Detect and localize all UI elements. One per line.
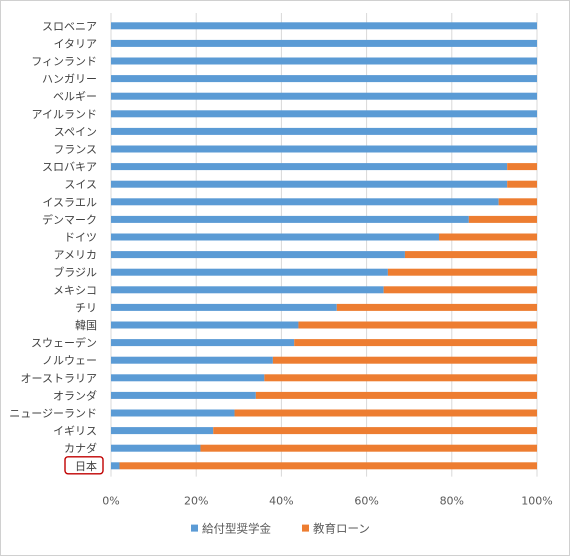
category-label: イスラエル: [42, 196, 97, 209]
x-tick-label: 20%: [184, 495, 208, 508]
bar-segment: [111, 427, 214, 435]
category-label: ベルギー: [53, 90, 97, 103]
bar-segment: [264, 374, 537, 382]
legend: 給付型奨学金 教育ローン: [191, 522, 370, 536]
category-label: ニュージーランド: [9, 407, 97, 420]
bar-segment: [272, 356, 537, 364]
bar-segment: [111, 462, 120, 470]
highlight-box: [64, 456, 104, 475]
x-tick-labels: 0% 20% 40% 60% 80% 100%: [102, 495, 552, 508]
x-tick-label: 80%: [440, 495, 464, 508]
bar-segment: [111, 356, 273, 364]
bar-segment: [111, 198, 499, 206]
category-label: イギリス: [53, 425, 97, 438]
bar-segment: [294, 339, 537, 347]
x-tick-label: 100%: [521, 495, 552, 508]
bar-segment: [200, 444, 537, 452]
x-tick-label: 40%: [269, 495, 293, 508]
bar-segment: [439, 233, 537, 241]
category-label: スイス: [64, 178, 97, 191]
category-label: アメリカ: [54, 249, 97, 262]
category-label: オランダ: [53, 388, 97, 402]
bar-segment: [111, 110, 537, 118]
bar-segment: [111, 321, 299, 329]
bar-segment: [404, 251, 537, 259]
bar-segment: [111, 233, 440, 241]
bar-segment: [111, 286, 384, 294]
category-label: 日本: [75, 459, 97, 473]
x-tick-label: 0%: [102, 495, 119, 508]
bar-segment: [111, 444, 201, 452]
bar-segment: [111, 92, 537, 100]
category-label: スロベニア: [42, 20, 97, 33]
category-label: イタリア: [53, 37, 97, 50]
bar-segment: [111, 57, 537, 65]
bar-segment: [111, 251, 405, 259]
bar-segment: [213, 427, 538, 435]
category-label: スウェーデン: [31, 336, 97, 350]
bar-segment: [111, 163, 508, 171]
category-labels: スロベニアイタリアフィンランドハンガリーベルギーアイルランドスペインフランススロ…: [9, 20, 104, 475]
bar-segment: [111, 303, 337, 311]
category-label: チリ: [75, 301, 97, 314]
bar-segment: [507, 180, 537, 188]
category-label: ブラジル: [53, 265, 97, 279]
bar-segment: [111, 22, 537, 30]
bar-segment: [111, 391, 256, 399]
bar-segment: [298, 321, 537, 329]
bar-segment: [111, 339, 295, 347]
bar-segment: [234, 409, 538, 417]
bar-segment: [111, 127, 537, 135]
bar-segment: [336, 303, 537, 311]
bar-segment: [111, 268, 388, 276]
category-label: アイルランド: [32, 108, 97, 121]
bar-segment: [383, 286, 537, 294]
bar-segment: [255, 391, 537, 399]
bar-segment: [468, 215, 537, 223]
category-label: 韓国: [75, 319, 97, 332]
category-label: フィンランド: [31, 55, 97, 68]
bar-segment: [119, 462, 538, 470]
legend-label: 教育ローン: [313, 522, 370, 536]
category-label: スペイン: [54, 125, 97, 138]
bar-segment: [111, 215, 469, 223]
bar-segment: [507, 163, 537, 171]
legend-swatch: [191, 524, 198, 532]
bar-segment: [498, 198, 537, 206]
category-label: スロバキア: [42, 161, 97, 174]
category-label: フランス: [53, 143, 97, 156]
category-label: デンマーク: [42, 212, 97, 226]
bar-segment: [111, 75, 537, 83]
x-tick-label: 60%: [354, 495, 378, 508]
bar-segment: [111, 39, 537, 47]
category-label: ドイツ: [64, 231, 97, 244]
bar-segment: [111, 180, 508, 188]
bar-segment: [111, 145, 537, 153]
legend-label: 給付型奨学金: [202, 522, 271, 536]
category-label: オーストラリア: [21, 372, 97, 385]
category-label: カナダ: [64, 441, 97, 455]
bars: [111, 22, 538, 470]
category-label: ハンガリー: [42, 73, 97, 86]
category-label: ノルウェー: [42, 354, 97, 367]
bar-segment: [111, 374, 265, 382]
category-label: メキシコ: [53, 284, 97, 297]
bar-segment: [387, 268, 537, 276]
legend-swatch: [302, 524, 309, 532]
bar-segment: [111, 409, 235, 417]
grid-lines: [110, 13, 538, 477]
